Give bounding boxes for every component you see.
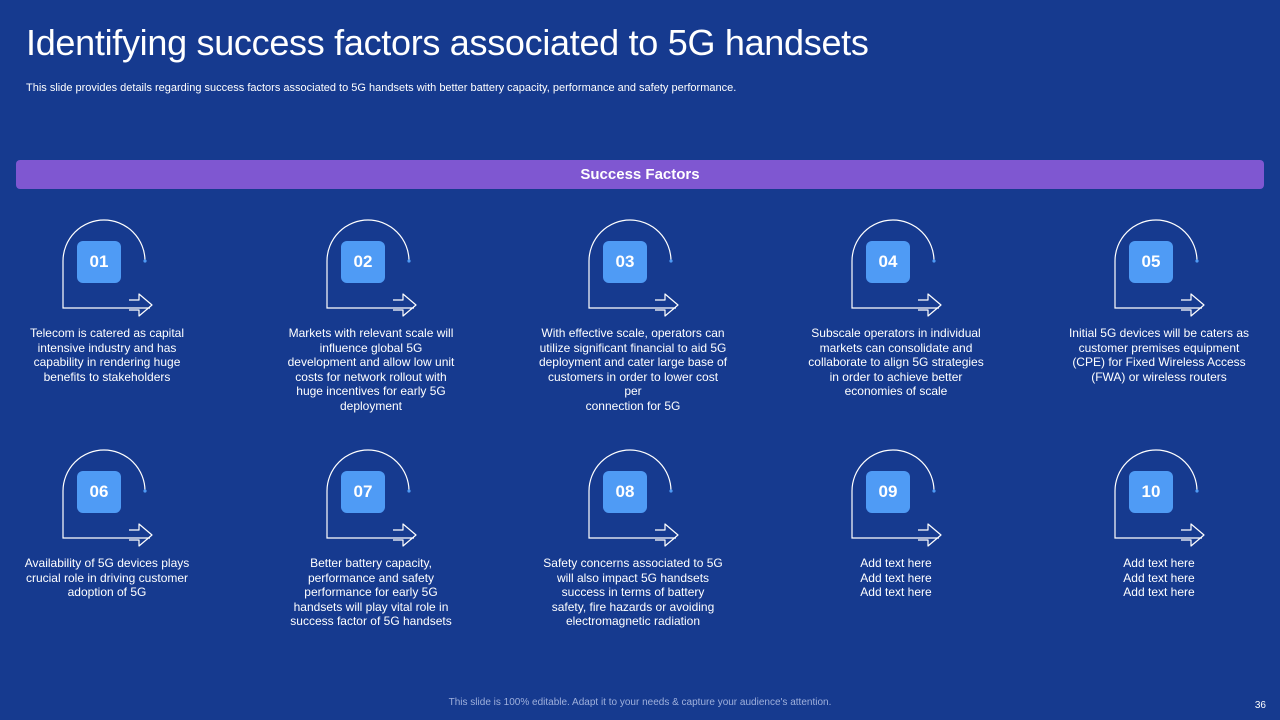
- factor-item: 03 With effective scale, operators can u…: [538, 219, 728, 420]
- page-subtitle: This slide provides details regarding su…: [26, 82, 737, 94]
- arc-arrow-outline-icon: [588, 219, 679, 317]
- arc-arrow-outline-icon: [326, 219, 417, 317]
- factor-number: 03: [603, 241, 647, 283]
- factor-item: 09 Add text here Add text here Add text …: [801, 449, 991, 650]
- factor-item: 05 Initial 5G devices will be caters as …: [1064, 219, 1254, 420]
- page-title: Identifying success factors associated t…: [26, 22, 869, 63]
- factor-item: 10 Add text here Add text here Add text …: [1064, 449, 1254, 650]
- arc-arrow-outline-icon: [62, 449, 153, 547]
- factor-description: Safety concerns associated to 5G will al…: [543, 556, 723, 628]
- factor-number: 09: [866, 471, 910, 513]
- arc-arrow-outline-icon: [1114, 449, 1205, 547]
- factor-description: Telecom is catered as capital intensive …: [29, 326, 185, 384]
- arc-arrow-outline-icon: [326, 449, 417, 547]
- factor-description: Subscale operators in individual markets…: [808, 326, 984, 398]
- arc-arrow-outline-icon: [851, 219, 942, 317]
- factor-description: Add text here Add text here Add text her…: [1123, 556, 1195, 599]
- factor-number: 02: [341, 241, 385, 283]
- factor-number: 01: [77, 241, 121, 283]
- factor-item: 06 Availability of 5G devices plays cruc…: [12, 449, 202, 650]
- factor-item: 07 Better battery capacity, performance …: [276, 449, 466, 650]
- arc-arrow-outline-icon: [851, 449, 942, 547]
- factor-item: 04 Subscale operators in individual mark…: [801, 219, 991, 420]
- factor-item: 01 Telecom is catered as capital intensi…: [12, 219, 202, 420]
- factor-description: Availability of 5G devices plays crucial…: [24, 556, 190, 599]
- factor-item: 02 Markets with relevant scale will infl…: [276, 219, 466, 420]
- footer-note: This slide is 100% editable. Adapt it to…: [448, 697, 832, 708]
- factor-description: Initial 5G devices will be caters as cus…: [1068, 326, 1250, 384]
- factor-description: With effective scale, operators can util…: [538, 326, 728, 413]
- arc-arrow-outline-icon: [1114, 219, 1205, 317]
- factor-item: 08 Safety concerns associated to 5G will…: [538, 449, 728, 650]
- factor-number: 08: [603, 471, 647, 513]
- arc-arrow-outline-icon: [588, 449, 679, 547]
- factor-number: 10: [1129, 471, 1173, 513]
- factor-description: Add text here Add text here Add text her…: [860, 556, 932, 599]
- factor-description: Better battery capacity, performance and…: [290, 556, 452, 628]
- page-number: 36: [1254, 700, 1266, 711]
- factor-number: 05: [1129, 241, 1173, 283]
- factor-number: 04: [866, 241, 910, 283]
- factor-number: 06: [77, 471, 121, 513]
- factor-description: Markets with relevant scale will influen…: [287, 326, 455, 413]
- success-factors-banner: Success Factors: [16, 160, 1264, 189]
- factor-number: 07: [341, 471, 385, 513]
- arc-arrow-outline-icon: [62, 219, 153, 317]
